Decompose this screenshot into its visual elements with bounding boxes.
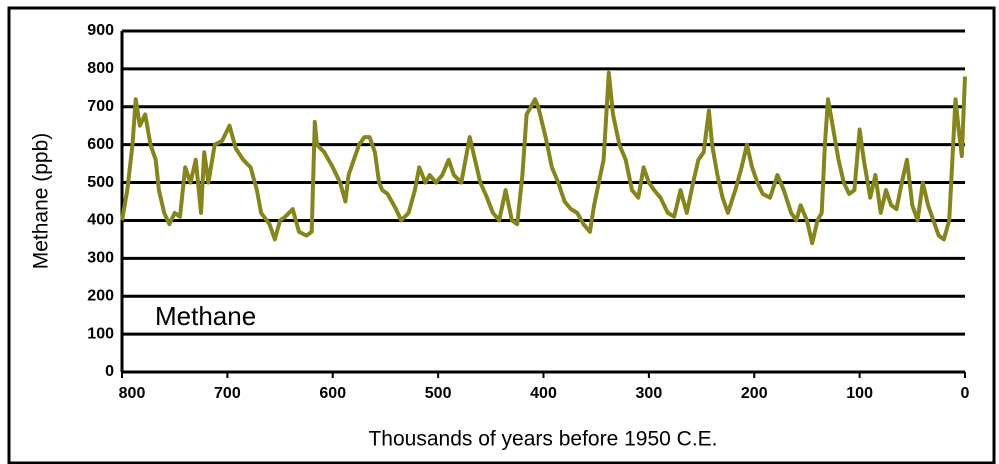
y-tick-label: 200	[87, 287, 114, 304]
x-tick-label: 700	[214, 385, 241, 402]
frame	[7, 6, 996, 464]
y-tick-label: 0	[105, 363, 114, 380]
y-tick-label: 800	[87, 60, 114, 77]
y-tick-label: 500	[87, 174, 114, 191]
x-tick-label: 800	[119, 385, 146, 402]
y-tick-label: 900	[87, 22, 114, 39]
x-axis-title: Thousands of years before 1950 C.E.	[368, 428, 717, 451]
x-tick-label: 400	[530, 385, 557, 402]
x-tick-label: 500	[425, 385, 452, 402]
y-axis-title: Methane (ppb)	[30, 133, 53, 270]
x-tick-label: 100	[846, 385, 873, 402]
x-tick-label: 300	[636, 385, 663, 402]
x-tick-label: 0	[961, 385, 970, 402]
annotation: Methane	[155, 301, 256, 331]
y-tick-label: 300	[87, 250, 114, 267]
x-tick-label: 200	[741, 385, 768, 402]
line-series	[120, 70, 967, 246]
y-tick-label: 100	[87, 325, 114, 342]
x-tick-label: 600	[319, 385, 346, 402]
y-tick-label: 400	[87, 212, 114, 229]
y-tick-label: 600	[87, 136, 114, 153]
y-tick-label: 700	[87, 98, 114, 115]
